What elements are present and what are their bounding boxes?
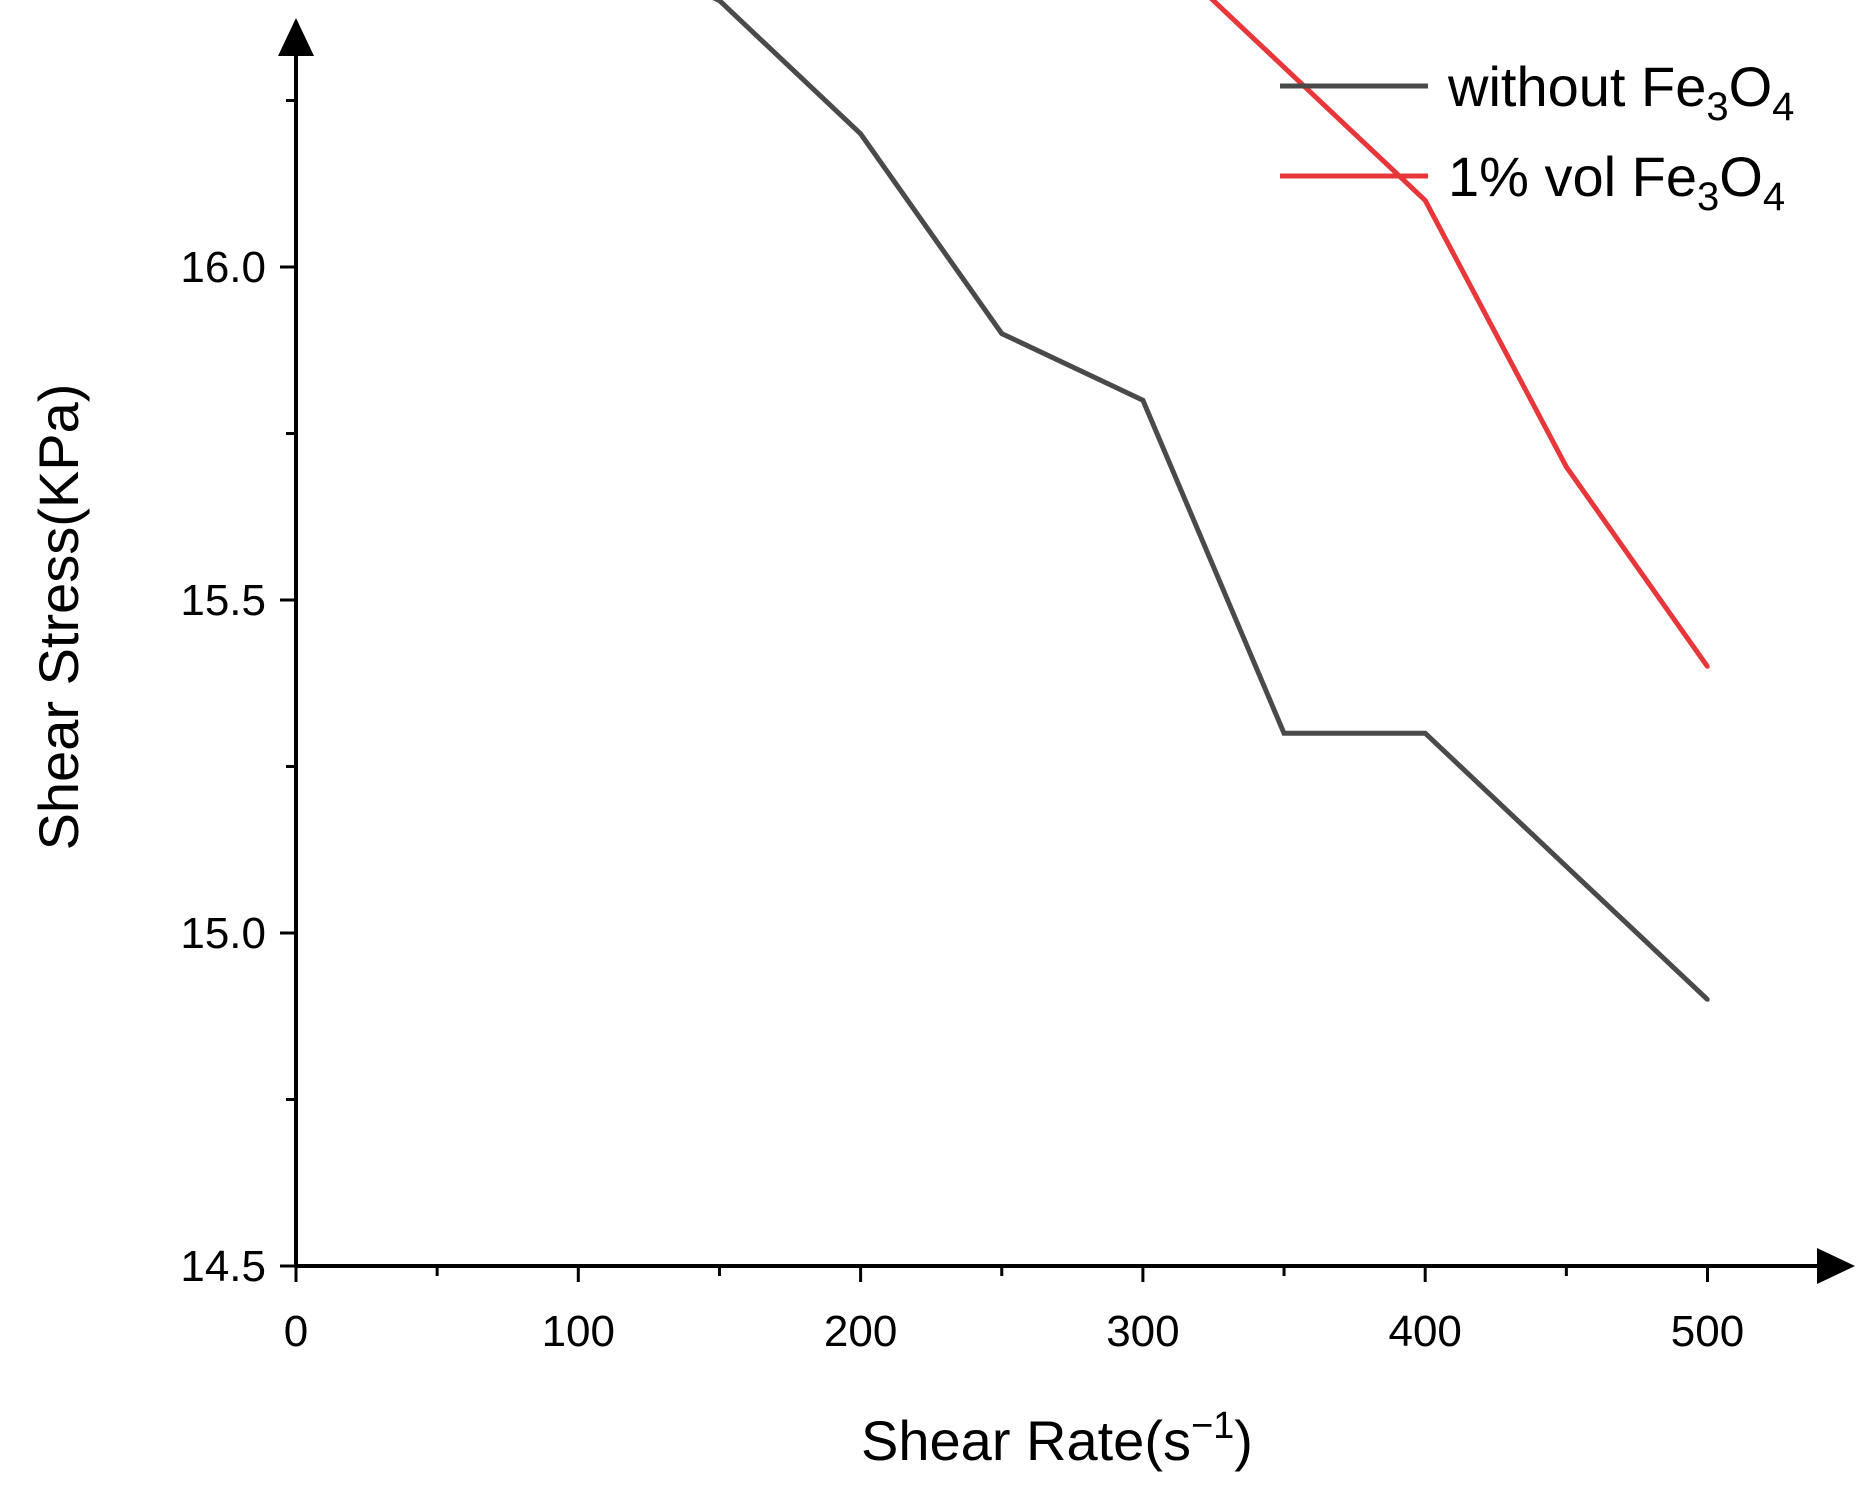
data-point-1-8 <box>1564 464 1569 469</box>
series-line-0 <box>712 0 1710 1002</box>
legend-label-1: 1% vol Fe3O4 <box>1448 145 1785 219</box>
y-axis-arrow <box>278 18 314 56</box>
y-tick-label: 16.0 <box>180 243 266 292</box>
x-tick-label: 200 <box>824 1307 897 1356</box>
data-point-0-5 <box>1140 398 1146 403</box>
y-tick-label: 15.0 <box>180 909 266 958</box>
x-tick-label: 0 <box>284 1307 308 1356</box>
y-axis-title: Shear Stress(KPa) <box>27 384 90 851</box>
data-point-1-7 <box>1423 198 1428 203</box>
series-line-1 <box>1209 0 1710 669</box>
x-tick-label: 400 <box>1388 1307 1461 1356</box>
x-axis-arrow <box>1817 1248 1855 1284</box>
y-tick-label: 15.5 <box>180 576 266 625</box>
data-point-1-9 <box>1705 664 1710 669</box>
x-tick-label: 300 <box>1106 1307 1179 1356</box>
data-point-0-3 <box>858 131 863 136</box>
data-point-0-2 <box>717 0 722 3</box>
x-tick-label: 500 <box>1671 1307 1744 1356</box>
data-point-0-4 <box>999 331 1004 336</box>
data-point-0-9 <box>1705 997 1710 1002</box>
data-point-0-8 <box>1564 864 1569 869</box>
data-point-0-6 <box>1281 731 1287 736</box>
data-point-0-7 <box>1423 731 1428 736</box>
data-point-1-6 <box>1281 65 1287 70</box>
legend: without Fe3O4 1% vol Fe3O4 <box>1280 55 1794 219</box>
plot-area <box>712 0 1710 1002</box>
axes: 010020030040050014.515.015.516.016.517.0… <box>27 18 1855 1472</box>
y-tick-label: 14.5 <box>180 1242 266 1291</box>
x-tick-label: 100 <box>542 1307 615 1356</box>
x-axis-title: Shear Rate(s−1) <box>861 1405 1253 1472</box>
legend-label-0: without Fe3O4 <box>1447 55 1794 129</box>
